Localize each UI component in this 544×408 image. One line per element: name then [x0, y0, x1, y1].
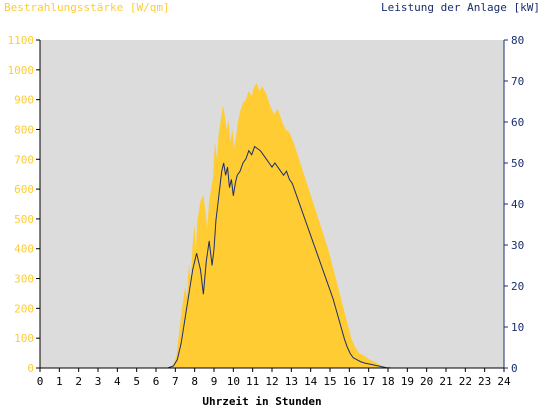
left-y-tick-label: 200: [14, 302, 34, 315]
irradiance-area: [40, 83, 504, 369]
x-tick-label: 24: [497, 375, 511, 388]
series-layer: [40, 83, 504, 369]
x-tick-label: 4: [114, 375, 121, 388]
left-y-tick-label: 500: [14, 213, 34, 226]
right-y-tick-label: 70: [511, 75, 524, 88]
left-y-tick-label: 800: [14, 123, 34, 136]
x-tick-label: 15: [323, 375, 336, 388]
x-tick-label: 16: [343, 375, 356, 388]
x-tick-label: 21: [439, 375, 452, 388]
right-y-tick-label: 50: [511, 157, 524, 170]
x-tick-label: 5: [133, 375, 140, 388]
x-tick-label: 0: [37, 375, 44, 388]
x-tick-label: 20: [420, 375, 433, 388]
right-y-tick-label: 20: [511, 280, 524, 293]
x-tick-label: 10: [227, 375, 240, 388]
x-tick-label: 11: [246, 375, 259, 388]
left-y-tick-label: 1000: [8, 64, 35, 77]
x-ticks: 0 1 2 3 4 5 6 7 8 9 10 11 12 13 14 15 16 17 18 19 20 21 22 23 24: [37, 368, 511, 388]
left-y-tick-label: 400: [14, 243, 34, 256]
x-axis-title: Uhrzeit in Stunden: [202, 395, 321, 408]
x-tick-label: 19: [401, 375, 414, 388]
left-y-tick-label: 600: [14, 183, 34, 196]
x-tick-label: 7: [172, 375, 179, 388]
left-y-tick-label: 1100: [8, 34, 35, 47]
x-tick-label: 8: [191, 375, 198, 388]
x-tick-label: 14: [304, 375, 318, 388]
right-y-tick-label: 60: [511, 116, 524, 129]
left-y-ticks: 0 100 200 300 400 500 600 700 800 900 1000 1100: [8, 34, 40, 375]
left-axis-title: Bestrahlungsstärke [W/qm]: [4, 1, 170, 14]
x-tick-label: 17: [362, 375, 375, 388]
x-tick-label: 6: [153, 375, 160, 388]
right-y-tick-label: 40: [511, 198, 524, 211]
x-tick-label: 9: [211, 375, 218, 388]
right-y-tick-label: 80: [511, 34, 524, 47]
right-axis-title: Leistung der Anlage [kW]: [381, 1, 540, 14]
x-tick-label: 18: [381, 375, 394, 388]
right-y-ticks: 0 10 20 30 40 50 60 70 80: [504, 34, 524, 375]
right-y-tick-label: 0: [511, 362, 518, 375]
left-y-tick-label: 900: [14, 94, 34, 107]
left-y-tick-label: 100: [14, 332, 34, 345]
x-tick-label: 2: [75, 375, 82, 388]
x-tick-label: 22: [459, 375, 472, 388]
x-tick-label: 3: [95, 375, 102, 388]
power-line: [40, 145, 504, 369]
right-y-tick-label: 30: [511, 239, 524, 252]
left-y-tick-label: 0: [27, 362, 34, 375]
right-y-tick-label: 10: [511, 321, 524, 334]
left-y-tick-label: 700: [14, 153, 34, 166]
x-tick-label: 23: [478, 375, 491, 388]
x-tick-label: 1: [56, 375, 63, 388]
x-tick-label: 13: [285, 375, 298, 388]
left-y-tick-label: 300: [14, 273, 34, 286]
x-tick-label: 12: [265, 375, 278, 388]
